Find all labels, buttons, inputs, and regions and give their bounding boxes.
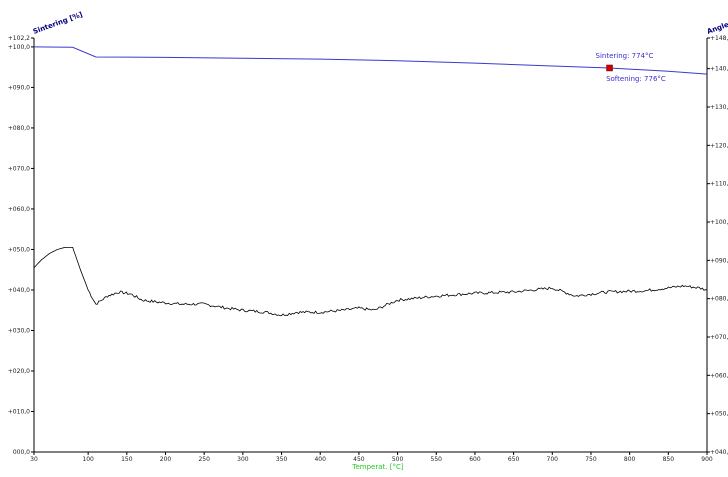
y-tick-label-left: +030,0 xyxy=(8,327,30,334)
x-tick-label: 350 xyxy=(276,456,288,463)
y-tick-label-left: +070,0 xyxy=(8,165,30,172)
x-tick-label: 750 xyxy=(585,456,597,463)
x-tick-label: 30 xyxy=(30,456,38,463)
y-tick-label-right: +070,0 xyxy=(710,334,728,341)
y-tick-label-left: +100,0 xyxy=(8,44,30,51)
y-tick-label-left: +040,0 xyxy=(8,287,30,294)
y-tick-label-right: +130,0 xyxy=(710,104,728,111)
y-tick-label-left: +102,2 xyxy=(8,35,30,42)
y-tick-label-right: +060,0 xyxy=(710,372,728,379)
x-tick-label: 300 xyxy=(237,456,249,463)
series-line-angle xyxy=(33,246,708,317)
x-tick-label: 600 xyxy=(469,456,481,463)
annotation-layer: Sintering: 774°C Softening: 776°C xyxy=(596,52,666,83)
axes xyxy=(33,38,708,453)
y-tick-label-right: +040,0 xyxy=(710,449,728,456)
x-tick-label: 650 xyxy=(508,456,520,463)
right-ticks: +040,0 +050,0 +060,0 +070,0 +080,0 +090,0 +100… xyxy=(707,35,728,456)
y-tick-label-right: +120,0 xyxy=(710,142,728,149)
x-tick-label: 850 xyxy=(663,456,675,463)
y-tick-label-right: +080,0 xyxy=(710,296,728,303)
annotation-softening: Softening: 776°C xyxy=(606,75,666,83)
y-tick-label-left: +080,0 xyxy=(8,125,30,132)
y-tick-label-right: +050,0 xyxy=(710,411,728,418)
x-tick-label: 900 xyxy=(701,456,713,463)
annotation-sintering: Sintering: 774°C xyxy=(596,52,654,60)
y-tick-label-left: +010,0 xyxy=(8,408,30,415)
y-tick-label-right: +090,0 xyxy=(710,257,728,264)
series-line-sintering xyxy=(33,46,708,75)
x-tick-label: 500 xyxy=(392,456,404,463)
left-ticks: 000,0 +010,0 +020,0 +030,0 +040,0 +050,0 +060,… xyxy=(8,35,34,456)
y-tick-label-left: +050,0 xyxy=(8,246,30,253)
series-layer xyxy=(33,46,708,317)
x-tick-label: 200 xyxy=(160,456,172,463)
x-tick-label: 550 xyxy=(431,456,443,463)
x-tick-label: 150 xyxy=(121,456,133,463)
y-tick-label-left: +090,0 xyxy=(8,84,30,91)
x-tick-label: 250 xyxy=(198,456,210,463)
y-axis-label-right: Angle [ xyxy=(706,19,728,36)
y-tick-label-left: +020,0 xyxy=(8,368,30,375)
y-tick-label-right: +140,0 xyxy=(710,66,728,73)
y-tick-label-left: 000,0 xyxy=(13,449,30,456)
x-tick-label: 400 xyxy=(314,456,326,463)
x-tick-label: 800 xyxy=(624,456,636,463)
y-tick-label-right: +100,0 xyxy=(710,219,728,226)
y-tick-label-left: +060,0 xyxy=(8,206,30,213)
y-axis-label-left: Sintering [%] xyxy=(32,11,84,36)
x-tick-label: 700 xyxy=(547,456,559,463)
y-tick-label-right: +148,0 xyxy=(710,35,728,42)
x-ticks: 30 100 150 200 250 300 350 400 450 500 550 600 650 70… xyxy=(30,452,713,463)
x-tick-label: 100 xyxy=(82,456,94,463)
x-axis-label: Temperat. [°C] xyxy=(351,463,403,471)
y-tick-label-right: +110,0 xyxy=(710,181,728,188)
marker-point xyxy=(606,64,613,72)
x-tick-label: 450 xyxy=(353,456,365,463)
